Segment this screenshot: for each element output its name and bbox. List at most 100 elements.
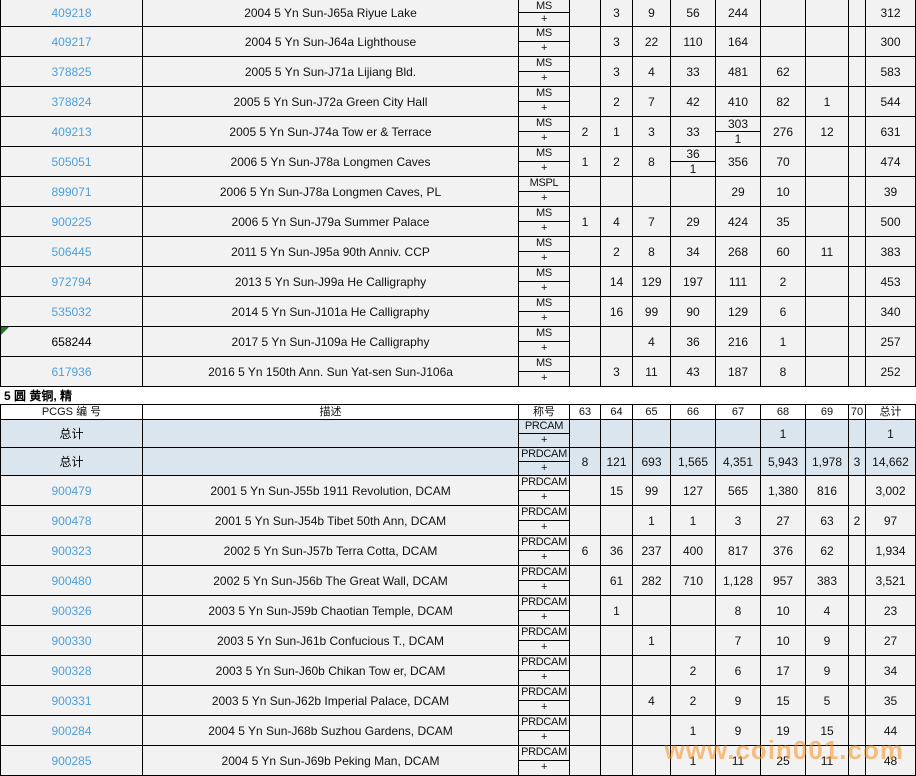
- designation-cell: MS +: [519, 147, 570, 176]
- coin-description: 2017 5 Yn Sun-J109a He Calligraphy: [143, 327, 519, 356]
- pcgs-id-link[interactable]: 900478: [51, 513, 92, 528]
- grade-count-cell: [601, 506, 633, 535]
- grade-count-cell: 1,565: [671, 448, 716, 475]
- grade-count-cell: 410: [716, 87, 761, 116]
- grade-count-cell: 7: [633, 87, 671, 116]
- designation-cell-bottom: +: [540, 731, 548, 744]
- pcgs-id-link[interactable]: 535032: [51, 304, 92, 319]
- grade-count-cell: 303 1: [716, 117, 761, 146]
- grade-count-cell: 1: [671, 746, 716, 775]
- grade-count-cell: 8: [570, 448, 601, 475]
- designation-cell: PRDCAM +: [519, 746, 570, 775]
- pcgs-id-link[interactable]: 900330: [51, 633, 92, 648]
- grade-count-cell: 710: [671, 566, 716, 595]
- coin-description: 2011 5 Yn Sun-J95a 90th Anniv. CCP: [143, 237, 519, 266]
- pcgs-id-link[interactable]: 505051: [51, 154, 92, 169]
- grade-count-cell: 61: [601, 566, 633, 595]
- pcgs-id-link[interactable]: 506445: [51, 244, 92, 259]
- grade-count-cell: [806, 357, 849, 386]
- grade-count-cell: 15: [806, 716, 849, 745]
- grade-count-cell: 10: [761, 596, 806, 625]
- pcgs-id-link[interactable]: 617936: [51, 364, 92, 379]
- pcgs-id-link[interactable]: 900323: [51, 543, 92, 558]
- pcgs-id-link[interactable]: 900331: [51, 693, 92, 708]
- grade-count-cell: [806, 57, 849, 86]
- grade-count-cell: [633, 746, 671, 775]
- grade-count-cell: 1: [671, 506, 716, 535]
- coin-description: 2005 5 Yn Sun-J71a Lijiang Bld.: [143, 57, 519, 86]
- designation-cell-top: MS: [519, 0, 569, 13]
- table-row: 900328 2003 5 Yn Sun-J60b Chikan Tow er, …: [0, 656, 916, 686]
- grade-count-cell: 2: [849, 506, 866, 535]
- grade-count-cell: [849, 87, 866, 116]
- pcgs-id-link[interactable]: 900326: [51, 603, 92, 618]
- grade-count-cell: [633, 656, 671, 685]
- total-count-cell: 1,934: [866, 536, 916, 565]
- pcgs-id-link[interactable]: 900480: [51, 573, 92, 588]
- grade-count-cell: 9: [633, 0, 671, 26]
- designation-cell-top: MS: [519, 267, 569, 282]
- pcgs-id-link[interactable]: 900285: [51, 753, 92, 768]
- coin-description: 2013 5 Yn Sun-J99a He Calligraphy: [143, 267, 519, 296]
- header-description: 描述: [143, 405, 519, 419]
- designation-cell-top: PRDCAM: [519, 596, 569, 611]
- grade-count-cell: [570, 506, 601, 535]
- grade-count-cell: [570, 267, 601, 296]
- header-grade-64: 64: [601, 405, 633, 419]
- grade-count-cell: 2: [671, 656, 716, 685]
- grade-count-cell: [849, 27, 866, 56]
- pcgs-id-link[interactable]: 409213: [51, 124, 92, 139]
- grade-count-cell: [570, 297, 601, 326]
- table-header-row: PCGS 编 号描述 称号 63 64 65 66 67 68 69 70 总计: [0, 404, 916, 420]
- designation-cell-bottom: +: [540, 222, 548, 235]
- header-grade-65: 65: [633, 405, 671, 419]
- grade-count-cell: [849, 177, 866, 206]
- grade-count-cell: [716, 420, 761, 447]
- designation-cell-bottom: +: [540, 72, 548, 85]
- designation-cell-top: MS: [519, 327, 569, 342]
- designation-cell-top: PRDCAM: [519, 506, 569, 521]
- pcgs-id-link[interactable]: 378825: [51, 64, 92, 79]
- pcgs-id-link[interactable]: 378824: [51, 94, 92, 109]
- designation-cell-top: PRCAM: [519, 420, 569, 434]
- pcgs-id-link[interactable]: 900225: [51, 214, 92, 229]
- grade-count-cell: 2: [601, 87, 633, 116]
- designation-cell-top: MS: [519, 357, 569, 372]
- designation-cell-top: MS: [519, 237, 569, 252]
- coin-description: 2003 5 Yn Sun-J61b Confucious T., DCAM: [143, 626, 519, 655]
- pcgs-id-link[interactable]: 899071: [51, 184, 92, 199]
- grade-count-cell: [849, 327, 866, 356]
- coin-description: 2016 5 Yn 150th Ann. Sun Yat-sen Sun-J10…: [143, 357, 519, 386]
- header-pcgs-id: PCGS 编 号: [1, 405, 143, 419]
- designation-cell-top: MS: [519, 27, 569, 42]
- designation-cell-bottom: +: [540, 641, 548, 654]
- grade-count-cell: [570, 746, 601, 775]
- grade-count-cell: 3: [601, 0, 633, 26]
- pcgs-id-link[interactable]: 972794: [51, 274, 92, 289]
- grade-count-cell: 3: [849, 448, 866, 475]
- grade-count-cell: 8: [761, 357, 806, 386]
- pcgs-id-link[interactable]: 900284: [51, 723, 92, 738]
- grade-count-cell: 565: [716, 476, 761, 505]
- designation-cell-top: MS: [519, 57, 569, 72]
- pcgs-id-link[interactable]: 409218: [51, 6, 92, 20]
- grade-count-cell: 2: [570, 117, 601, 146]
- grade-count-cell: 5,943: [761, 448, 806, 475]
- pcgs-id-link[interactable]: 900328: [51, 663, 92, 678]
- grade-count-cell: 127: [671, 476, 716, 505]
- grade-count-cell: [761, 27, 806, 56]
- table-row: 409218 2004 5 Yn Sun-J65a Riyue Lake MS +3 9…: [0, 0, 916, 27]
- pcgs-id-link[interactable]: 900479: [51, 483, 92, 498]
- grade-count-cell-top: 36: [671, 147, 715, 162]
- coin-description: 2001 5 Yn Sun-J55b 1911 Revolution, DCAM: [143, 476, 519, 505]
- grade-count-cell: [849, 420, 866, 447]
- pcgs-id-link[interactable]: 409217: [51, 34, 92, 49]
- grade-count-cell: 2: [601, 147, 633, 176]
- grade-count-cell: [633, 596, 671, 625]
- grade-count-cell: 3: [716, 506, 761, 535]
- designation-cell: MS +: [519, 357, 570, 386]
- designation-cell: PRCAM +: [519, 420, 570, 447]
- header-total: 总计: [866, 405, 916, 419]
- grade-count-cell: [849, 686, 866, 715]
- grade-count-cell: [849, 626, 866, 655]
